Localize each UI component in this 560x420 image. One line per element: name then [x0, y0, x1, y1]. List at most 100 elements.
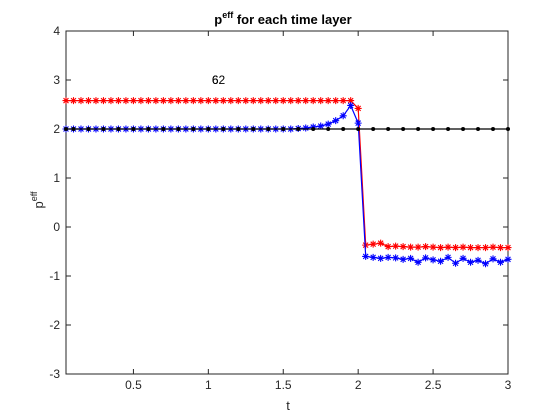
data-point [504, 255, 512, 263]
data-point [354, 119, 362, 127]
x-tick-label: 1 [205, 378, 212, 392]
data-point [482, 244, 490, 252]
data-point [317, 97, 325, 105]
data-point [422, 243, 430, 251]
x-axis: 0.5 1 1.5 2 2.5 3 [125, 31, 512, 392]
data-point [84, 97, 92, 105]
data-point [122, 97, 130, 105]
data-point [491, 127, 496, 131]
data-point [62, 97, 70, 105]
data-point [219, 97, 227, 105]
data-point [446, 127, 451, 131]
data-point [236, 127, 241, 131]
data-point [287, 97, 295, 105]
y-tick-label: 3 [53, 73, 60, 87]
data-point [384, 243, 392, 251]
data-point [497, 258, 505, 266]
data-point [399, 243, 407, 251]
data-point [339, 97, 347, 105]
data-point [266, 127, 271, 131]
y-tick-label: 1 [53, 171, 60, 185]
data-point [249, 97, 257, 105]
data-point [452, 259, 460, 267]
data-point [341, 127, 346, 131]
data-point [302, 97, 310, 105]
data-point [506, 127, 510, 131]
data-point [422, 254, 430, 262]
data-point [69, 97, 77, 105]
data-point [197, 97, 205, 105]
data-point [294, 97, 302, 105]
data-point [377, 239, 385, 247]
data-point [437, 244, 445, 252]
series-0 [62, 97, 512, 252]
data-point [467, 258, 475, 266]
data-point [401, 127, 406, 131]
chart-title: peff for each time layer [214, 10, 351, 27]
data-point [474, 256, 482, 264]
plot-area: 0.5 1 1.5 2 2.5 3 -3 -2 -1 0 1 2 3 4 [49, 24, 511, 392]
data-point [332, 117, 340, 125]
data-point [504, 244, 512, 252]
data-point [176, 127, 181, 131]
data-point [264, 97, 272, 105]
data-point [257, 97, 265, 105]
annotation-text: 62 [212, 73, 226, 87]
data-point [407, 254, 415, 262]
data-point [144, 97, 152, 105]
data-point [497, 244, 505, 252]
data-point [137, 97, 145, 105]
data-point [386, 127, 391, 131]
data-point [452, 244, 460, 252]
y-tick-label: 0 [53, 220, 60, 234]
data-point [489, 255, 497, 263]
y-tick-label: 4 [53, 24, 60, 38]
series-2 [64, 127, 510, 131]
data-point [114, 97, 122, 105]
data-point [234, 97, 242, 105]
data-point [459, 254, 467, 262]
y-axis-label: peff [29, 191, 46, 209]
data-point [161, 127, 166, 131]
data-point [146, 127, 151, 131]
data-point [369, 253, 377, 261]
data-point [71, 127, 76, 131]
data-point [64, 127, 68, 131]
data-point [444, 243, 452, 251]
data-point [227, 97, 235, 105]
data-point [281, 127, 286, 131]
data-point [206, 127, 211, 131]
data-point [92, 97, 100, 105]
data-point [362, 252, 370, 260]
data-point [191, 127, 196, 131]
data-point [347, 101, 355, 109]
y-tick-label: -3 [49, 367, 60, 381]
data-point [347, 97, 355, 105]
data-point [174, 97, 182, 105]
data-point [476, 127, 481, 131]
data-point [212, 97, 220, 105]
x-tick-label: 3 [505, 378, 512, 392]
data-point [332, 97, 340, 105]
data-point [182, 97, 190, 105]
data-point [152, 97, 160, 105]
data-point [221, 127, 226, 131]
data-point [324, 120, 332, 128]
data-point [414, 243, 422, 251]
data-point [107, 97, 115, 105]
data-point [414, 258, 422, 266]
data-point [407, 243, 415, 251]
data-point [416, 127, 421, 131]
data-point [77, 97, 85, 105]
data-point [302, 124, 310, 132]
annotation-text-underlying: 6 [212, 73, 219, 87]
data-point [474, 244, 482, 252]
data-point [356, 127, 361, 131]
data-point [429, 256, 437, 264]
data-point [101, 127, 106, 131]
data-point [369, 240, 377, 248]
data-point [399, 255, 407, 263]
y-tick-label: -2 [49, 318, 60, 332]
data-point [317, 122, 325, 130]
